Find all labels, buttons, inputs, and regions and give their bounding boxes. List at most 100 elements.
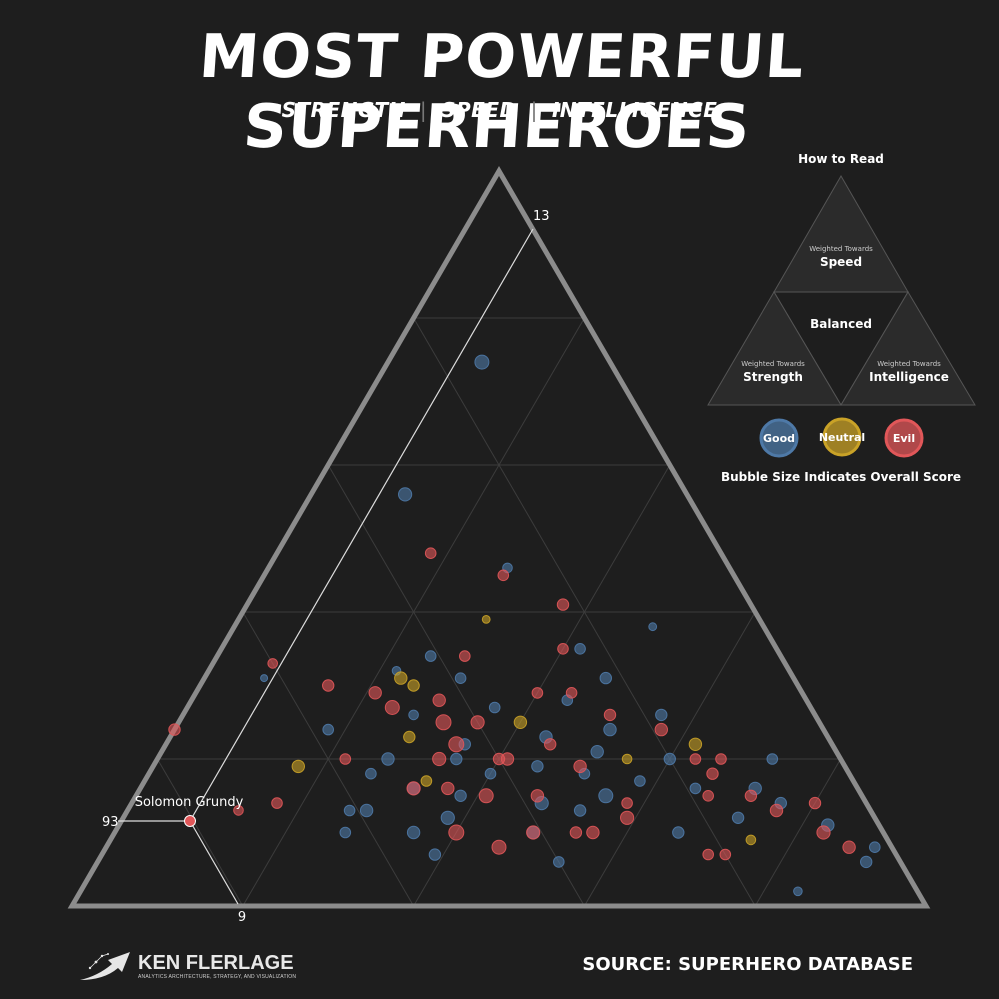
data-point-good[interactable] bbox=[655, 708, 668, 722]
data-point-evil[interactable] bbox=[406, 781, 421, 796]
data-point-good[interactable] bbox=[663, 752, 676, 766]
data-point-evil[interactable] bbox=[842, 840, 856, 854]
data-point-good[interactable] bbox=[398, 487, 413, 502]
data-point-good[interactable] bbox=[260, 674, 269, 683]
data-point-evil[interactable] bbox=[526, 825, 541, 840]
data-point-good[interactable] bbox=[359, 803, 374, 818]
data-point-good[interactable] bbox=[424, 650, 437, 662]
data-point-evil[interactable] bbox=[654, 722, 668, 737]
highlight-point[interactable] bbox=[184, 815, 196, 827]
data-point-evil[interactable] bbox=[322, 679, 335, 692]
data-point-neutral[interactable] bbox=[420, 775, 433, 787]
data-point-evil[interactable] bbox=[702, 848, 715, 861]
data-point-good[interactable] bbox=[322, 723, 335, 736]
data-point-neutral[interactable] bbox=[481, 615, 491, 624]
data-point-neutral[interactable] bbox=[513, 715, 528, 729]
data-point-neutral[interactable] bbox=[688, 737, 703, 751]
subtitle-intelligence: INTELLIGENCE bbox=[551, 98, 718, 122]
data-point-evil[interactable] bbox=[448, 736, 465, 753]
data-point-good[interactable] bbox=[488, 701, 501, 714]
data-point-evil[interactable] bbox=[816, 825, 831, 840]
data-point-evil[interactable] bbox=[368, 686, 382, 700]
data-point-evil[interactable] bbox=[432, 693, 446, 707]
data-point-good[interactable] bbox=[553, 856, 565, 868]
data-point-neutral[interactable] bbox=[291, 759, 305, 774]
data-point-good[interactable] bbox=[793, 886, 803, 897]
data-point-evil[interactable] bbox=[267, 658, 279, 669]
data-point-good[interactable] bbox=[573, 804, 587, 817]
data-point-good[interactable] bbox=[343, 804, 356, 817]
data-point-good[interactable] bbox=[428, 848, 442, 861]
data-point-evil[interactable] bbox=[569, 826, 583, 839]
data-point-evil[interactable] bbox=[620, 810, 635, 825]
data-point-good[interactable] bbox=[531, 760, 544, 773]
data-point-evil[interactable] bbox=[544, 738, 557, 751]
data-point-good[interactable] bbox=[408, 709, 419, 721]
data-point-evil[interactable] bbox=[769, 803, 784, 818]
data-point-good[interactable] bbox=[590, 745, 604, 759]
data-point-good[interactable] bbox=[339, 826, 352, 839]
data-point-good[interactable] bbox=[860, 855, 873, 869]
data-point-evil[interactable] bbox=[271, 797, 283, 809]
data-point-evil[interactable] bbox=[573, 759, 587, 774]
data-point-evil[interactable] bbox=[448, 824, 465, 841]
data-point-evil[interactable] bbox=[530, 789, 545, 803]
data-point-good[interactable] bbox=[603, 722, 617, 737]
data-point-evil[interactable] bbox=[424, 547, 437, 560]
data-point-good[interactable] bbox=[869, 841, 881, 854]
data-point-good[interactable] bbox=[365, 767, 377, 780]
data-point-good[interactable] bbox=[440, 810, 455, 825]
data-point-evil[interactable] bbox=[492, 752, 506, 766]
data-point-evil[interactable] bbox=[702, 790, 715, 802]
data-point-evil[interactable] bbox=[565, 687, 578, 699]
data-point-neutral[interactable] bbox=[407, 679, 420, 692]
legend-speed-small: Weighted Towards bbox=[809, 245, 873, 253]
data-point-evil[interactable] bbox=[715, 753, 727, 765]
data-point-evil[interactable] bbox=[621, 797, 633, 809]
data-point-evil[interactable] bbox=[689, 753, 702, 765]
highlight-annotation: Solomon Grundy 13 93 9 bbox=[102, 209, 550, 925]
data-point-good[interactable] bbox=[599, 671, 612, 685]
data-point-good[interactable] bbox=[454, 789, 467, 802]
data-point-good[interactable] bbox=[474, 354, 490, 370]
data-point-evil[interactable] bbox=[384, 700, 400, 715]
data-point-evil[interactable] bbox=[556, 598, 570, 611]
data-point-good[interactable] bbox=[689, 782, 702, 795]
data-point-evil[interactable] bbox=[497, 569, 510, 582]
data-point-evil[interactable] bbox=[233, 805, 244, 816]
data-point-evil[interactable] bbox=[478, 788, 494, 804]
data-point-good[interactable] bbox=[648, 622, 658, 632]
data-point-evil[interactable] bbox=[435, 714, 452, 731]
data-point-evil[interactable] bbox=[339, 753, 352, 765]
data-point-evil[interactable] bbox=[432, 751, 447, 767]
data-point-evil[interactable] bbox=[744, 789, 758, 802]
data-point-neutral[interactable] bbox=[745, 834, 757, 846]
data-point-evil[interactable] bbox=[168, 723, 181, 736]
data-point-evil[interactable] bbox=[459, 650, 471, 662]
data-point-evil[interactable] bbox=[470, 715, 485, 730]
data-point-evil[interactable] bbox=[531, 687, 544, 699]
data-point-good[interactable] bbox=[406, 825, 421, 840]
data-point-good[interactable] bbox=[450, 752, 463, 766]
data-point-evil[interactable] bbox=[586, 825, 600, 840]
data-point-evil[interactable] bbox=[706, 767, 719, 780]
brand-logo[interactable]: KEN FLERLAGE ANALYTICS ARCHITECTURE, STR… bbox=[78, 946, 298, 986]
data-point-good[interactable] bbox=[598, 788, 614, 804]
data-point-neutral[interactable] bbox=[403, 730, 416, 744]
data-point-evil[interactable] bbox=[719, 848, 732, 861]
data-point-evil[interactable] bbox=[603, 708, 617, 722]
data-point-good[interactable] bbox=[731, 811, 745, 824]
data-point-neutral[interactable] bbox=[394, 671, 408, 685]
data-point-good[interactable] bbox=[634, 775, 646, 787]
data-point-good[interactable] bbox=[766, 753, 779, 765]
data-point-good[interactable] bbox=[381, 752, 395, 766]
data-point-evil[interactable] bbox=[808, 796, 822, 810]
data-point-evil[interactable] bbox=[491, 839, 507, 855]
data-point-good[interactable] bbox=[672, 826, 685, 839]
data-point-neutral[interactable] bbox=[621, 753, 633, 765]
data-point-good[interactable] bbox=[574, 643, 586, 655]
data-point-good[interactable] bbox=[484, 767, 497, 780]
data-point-evil[interactable] bbox=[557, 643, 569, 655]
data-point-evil[interactable] bbox=[441, 781, 455, 796]
data-point-good[interactable] bbox=[454, 672, 467, 685]
